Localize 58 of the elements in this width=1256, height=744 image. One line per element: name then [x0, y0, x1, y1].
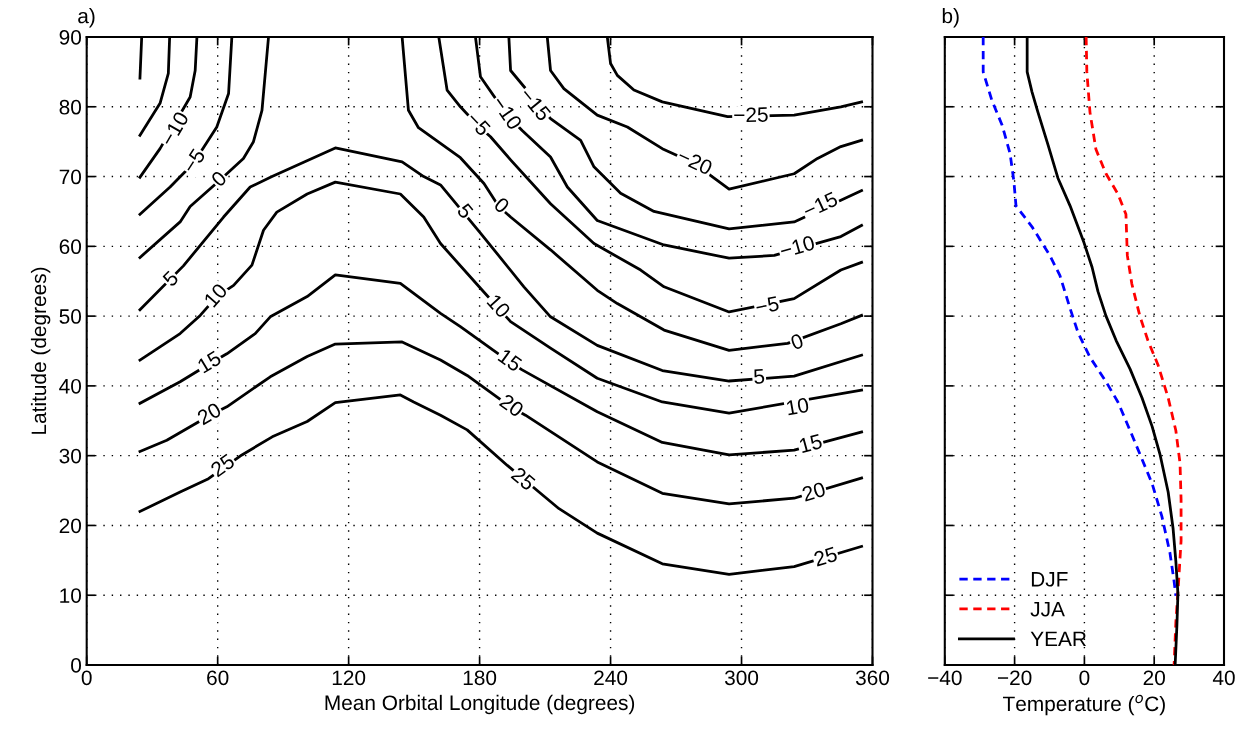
annotation: −15	[802, 191, 839, 219]
x-tick-label: 240	[594, 670, 628, 686]
annotation: 0	[493, 196, 511, 215]
annotation: −15	[523, 91, 552, 122]
x-axis-title: Mean Orbital Longitude (degrees)	[325, 694, 635, 715]
x-axis-title: Temperature ($^{o}$C)	[1002, 694, 1165, 716]
annotation: 20	[801, 481, 827, 502]
x-tick-label: 20	[1143, 670, 1165, 686]
x-tick-label: −40	[928, 670, 962, 686]
annotation: 15	[497, 348, 523, 373]
annotation: 10	[203, 282, 229, 308]
x-tick-label: 300	[724, 670, 759, 686]
x-tick-label: 60	[207, 670, 229, 686]
x-tick-label: 0	[81, 670, 92, 686]
annotation: −10	[491, 94, 523, 131]
y-tick-label: 90	[59, 30, 82, 45]
annotation: 5	[456, 202, 474, 220]
annotation: −5	[755, 296, 780, 315]
annotation: 15	[196, 350, 223, 374]
y-tick-label: 80	[59, 99, 82, 115]
annotation: 25	[209, 453, 236, 478]
y-axis-title: Latitude (degrees)	[30, 267, 51, 434]
annotation: 0	[210, 169, 228, 188]
chart-title: a)	[78, 8, 95, 28]
annotation: −20	[676, 148, 714, 176]
annotation: 15	[798, 433, 823, 454]
annotation: 5	[753, 368, 765, 385]
legend-label: JJA	[1030, 601, 1065, 617]
annotation: −10	[159, 110, 190, 147]
annotation: 10	[486, 293, 512, 319]
y-tick-label: 40	[59, 378, 82, 394]
legend-label: YEAR	[1030, 631, 1086, 647]
x-tick-label: −20	[997, 670, 1032, 686]
annotation: −5	[181, 147, 206, 175]
x-tick-label: 120	[332, 670, 366, 686]
y-tick-label: 10	[60, 588, 82, 603]
annotation: 25	[510, 466, 537, 492]
x-tick-label: 180	[463, 670, 497, 686]
annotation: 25	[813, 546, 838, 567]
y-tick-label: 30	[59, 448, 82, 464]
annotation: 5	[161, 270, 180, 288]
x-tick-label: 0	[1079, 670, 1090, 686]
legend-label: DJF	[1031, 572, 1068, 587]
annotation: 20	[498, 393, 525, 418]
y-tick-label: 20	[59, 518, 82, 534]
annotation: 0	[789, 333, 805, 351]
annotation: −10	[779, 235, 816, 259]
annotation: 20	[196, 401, 223, 426]
x-tick-label: 360	[855, 670, 890, 686]
annotation: −5	[465, 110, 492, 137]
x-tick-label: 40	[1212, 670, 1235, 686]
y-tick-label: 70	[59, 169, 82, 185]
y-tick-label: 50	[59, 309, 82, 324]
y-tick-label: 60	[59, 239, 82, 255]
annotation: −25	[734, 107, 768, 123]
y-tick-label: 0	[71, 658, 82, 673]
annotation: 10	[786, 397, 810, 416]
chart-title: b)	[942, 8, 959, 28]
